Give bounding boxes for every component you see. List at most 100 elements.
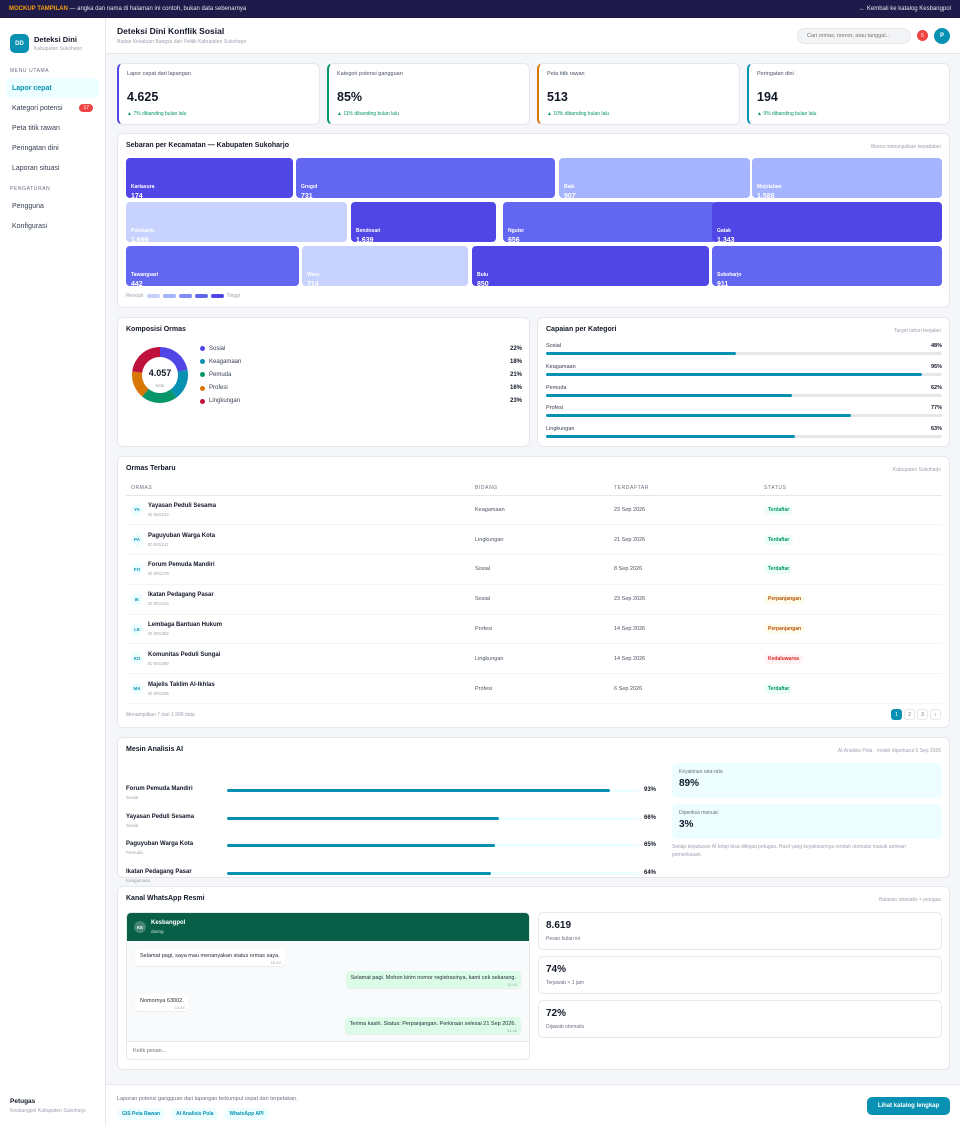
district-value: 850 [477, 281, 489, 288]
org-date: 14 Sep 2026 [609, 614, 759, 645]
org-cell: LE Lembaga Bantuan Hukum ID 001352 [126, 614, 470, 645]
col-ormas: ORMAS [126, 481, 470, 496]
district-tile[interactable]: Weru 714 [302, 246, 468, 288]
district-tile[interactable]: Bulu 850 [472, 246, 709, 288]
district-tile[interactable]: Tawangsari 442 [126, 246, 299, 288]
district-map-note: Warna menunjukkan kepadatan [870, 144, 941, 150]
message-time: 11.46 [507, 1028, 517, 1033]
donut-slice [132, 347, 160, 373]
status-badge: Perpanjangan [764, 594, 806, 605]
search-input[interactable] [797, 27, 911, 44]
feature-chip[interactable]: GIS Peta Rawan [117, 1108, 166, 1120]
sidebar-item-kategori-potensi[interactable]: Kategori potensi 17 [6, 98, 99, 118]
orgs-table: ORMAS BIDANG TERDAFTAR STATUS YA Yayasan … [126, 481, 942, 705]
pagination: 1 2 3 › [889, 709, 941, 720]
district-name: Sukoharjo [717, 272, 742, 278]
org-id: ID 001241 [148, 541, 169, 547]
sidebar-item-peta-titik-rawan[interactable]: Peta titik rawan [6, 118, 99, 138]
sidebar-item-konfigurasi[interactable]: Konfigurasi [6, 216, 99, 236]
achievement-fill [546, 352, 737, 355]
achievement-card: Capaian per Kategori Target tahun berjal… [537, 317, 950, 447]
chat-message-input[interactable] [127, 1041, 529, 1059]
avatar[interactable]: P [934, 27, 950, 44]
feature-chip[interactable]: AI Analisis Pola [171, 1108, 219, 1120]
table-row[interactable]: IK Ikatan Pedagang Pasar ID 001315 Sosial 23… [126, 584, 942, 615]
ai-score-fill [227, 816, 499, 820]
brand-logo: DD [10, 34, 29, 53]
status-badge: Terdaftar [764, 534, 794, 545]
sidebar-item-label: Kategori potensi [12, 104, 63, 112]
district-tile[interactable]: Sukoharjo 911 [712, 246, 942, 288]
district-tile[interactable]: Gatak 1.343 [712, 202, 942, 244]
district-tile[interactable]: Grogol 731 [296, 158, 555, 200]
org-name[interactable]: Ikatan Pedagang Pasar [148, 592, 214, 599]
district-tile[interactable]: Nguter 656 [503, 202, 716, 244]
table-row[interactable]: LE Lembaga Bantuan Hukum ID 001352 Profesi 1… [126, 614, 942, 645]
district-tile[interactable]: Kartasura 174 [126, 158, 293, 200]
view-catalog-button[interactable]: Lihat katalog lengkap [867, 1097, 950, 1115]
table-row[interactable]: FO Forum Pemuda Mandiri ID 001278 Sosial 8 S… [126, 554, 942, 585]
district-tile[interactable]: Polokarto 1.699 [126, 202, 347, 244]
achievement-row: Lingkungan 63% [546, 426, 942, 439]
sidebar-item-laporan-situasi[interactable]: Laporan situasi [6, 158, 99, 178]
chat-message: Selamat pagi. Mohon kirim nomor registra… [345, 971, 521, 988]
district-name: Gatak [717, 228, 731, 234]
district-name: Bulu [477, 272, 489, 278]
ai-score-track [227, 844, 639, 847]
district-value: 907 [564, 193, 576, 200]
org-name[interactable]: Komunitas Peduli Sungai [148, 651, 221, 658]
org-name[interactable]: Lembaga Bantuan Hukum [148, 622, 223, 629]
district-tile[interactable]: Mojolaban 1.588 [752, 158, 942, 200]
page-button[interactable]: › [930, 709, 941, 720]
org-name[interactable]: Paguyuban Warga Kota [148, 532, 216, 539]
legend-label: Sosial [209, 345, 226, 352]
sidebar-item-lapor-cepat[interactable]: Lapor cepat [6, 78, 99, 98]
whatsapp-stat: 72% Dijawab otomatis [538, 1000, 942, 1038]
page-button[interactable]: 3 [917, 709, 928, 720]
sidebar-item-pengguna[interactable]: Pengguna [6, 196, 99, 216]
page-button[interactable]: 1 [891, 709, 902, 720]
ai-analysis-card: Mesin Analisis AI AI Analisis Pola · mod… [117, 737, 950, 883]
stat-label: Pesan bulan ini [546, 936, 581, 942]
ai-org-category: Keagamaan [126, 877, 151, 883]
sidebar-item-peringatan-dini[interactable]: Peringatan dini [6, 138, 99, 158]
district-tile[interactable]: Bendosari 1.639 [351, 202, 496, 244]
feature-chip[interactable]: WhatsApp API [224, 1108, 269, 1120]
composition-card: Komposisi Ormas 4.057 total Sosial 22% Kea… [117, 317, 530, 447]
org-info: FO Forum Pemuda Mandiri ID 001278 [131, 562, 470, 576]
district-map-card: Sebaran per Kecamatan — Kabupaten Sukoha… [117, 133, 950, 308]
org-field: Sosial [470, 554, 609, 585]
ai-score-track [227, 789, 639, 792]
whatsapp-card: Kanal WhatsApp Resmi Balasan otomatis + … [117, 886, 950, 1070]
page-button[interactable]: 2 [904, 709, 915, 720]
org-name[interactable]: Yayasan Peduli Sesama [148, 502, 217, 509]
table-row[interactable]: MA Majelis Taklim Al-Ikhlas ID 001426 Profe… [126, 673, 942, 705]
org-id: ID 001315 [148, 601, 169, 607]
kpi-label: Kategori potensi gangguan [337, 71, 403, 77]
org-date: 6 Sep 2026 [609, 673, 759, 705]
kpi-delta: ▲ 9% dibanding bulan lalu [757, 111, 817, 117]
kpi-value: 85% [337, 90, 363, 104]
district-value: 714 [307, 281, 319, 288]
sidebar-item-label: Laporan situasi [12, 164, 60, 172]
donut-slice [142, 388, 177, 403]
notification-badge[interactable]: 5 [917, 30, 928, 41]
back-to-catalog-link[interactable]: ← Kembali ke katalog Kesbangpol [859, 6, 951, 12]
org-name[interactable]: Majelis Taklim Al-Ikhlas [148, 681, 215, 688]
district-value: 1.639 [356, 237, 374, 244]
table-row[interactable]: YA Yayasan Peduli Sesama ID 001224 Keagamaa… [126, 495, 942, 526]
district-value: 1.343 [717, 237, 735, 244]
recent-orgs-title: Ormas Terbaru [126, 465, 176, 472]
status-badge: Terdaftar [764, 504, 794, 515]
achievement-percent: 48% [930, 343, 942, 349]
table-row[interactable]: KO Komunitas Peduli Sungai ID 001389 Lingku… [126, 643, 942, 675]
composition-legend-item: Sosial 22% [200, 342, 522, 355]
district-tile[interactable]: Baki 907 [559, 158, 750, 200]
legend-label: Pemuda [209, 371, 232, 378]
kpi-card: Lapor cepat dari lapangan 4.625 ▲ 7% diban… [117, 63, 320, 125]
recent-orgs-card: Ormas Terbaru Kabupaten Sukoharjo ORMAS … [117, 456, 950, 728]
org-name[interactable]: Forum Pemuda Mandiri [148, 562, 215, 569]
table-row[interactable]: PA Paguyuban Warga Kota ID 001241 Lingkunga… [126, 524, 942, 556]
kpi-delta: ▲ 10% dibanding bulan lalu [547, 111, 610, 117]
org-initials: LE [131, 623, 143, 636]
